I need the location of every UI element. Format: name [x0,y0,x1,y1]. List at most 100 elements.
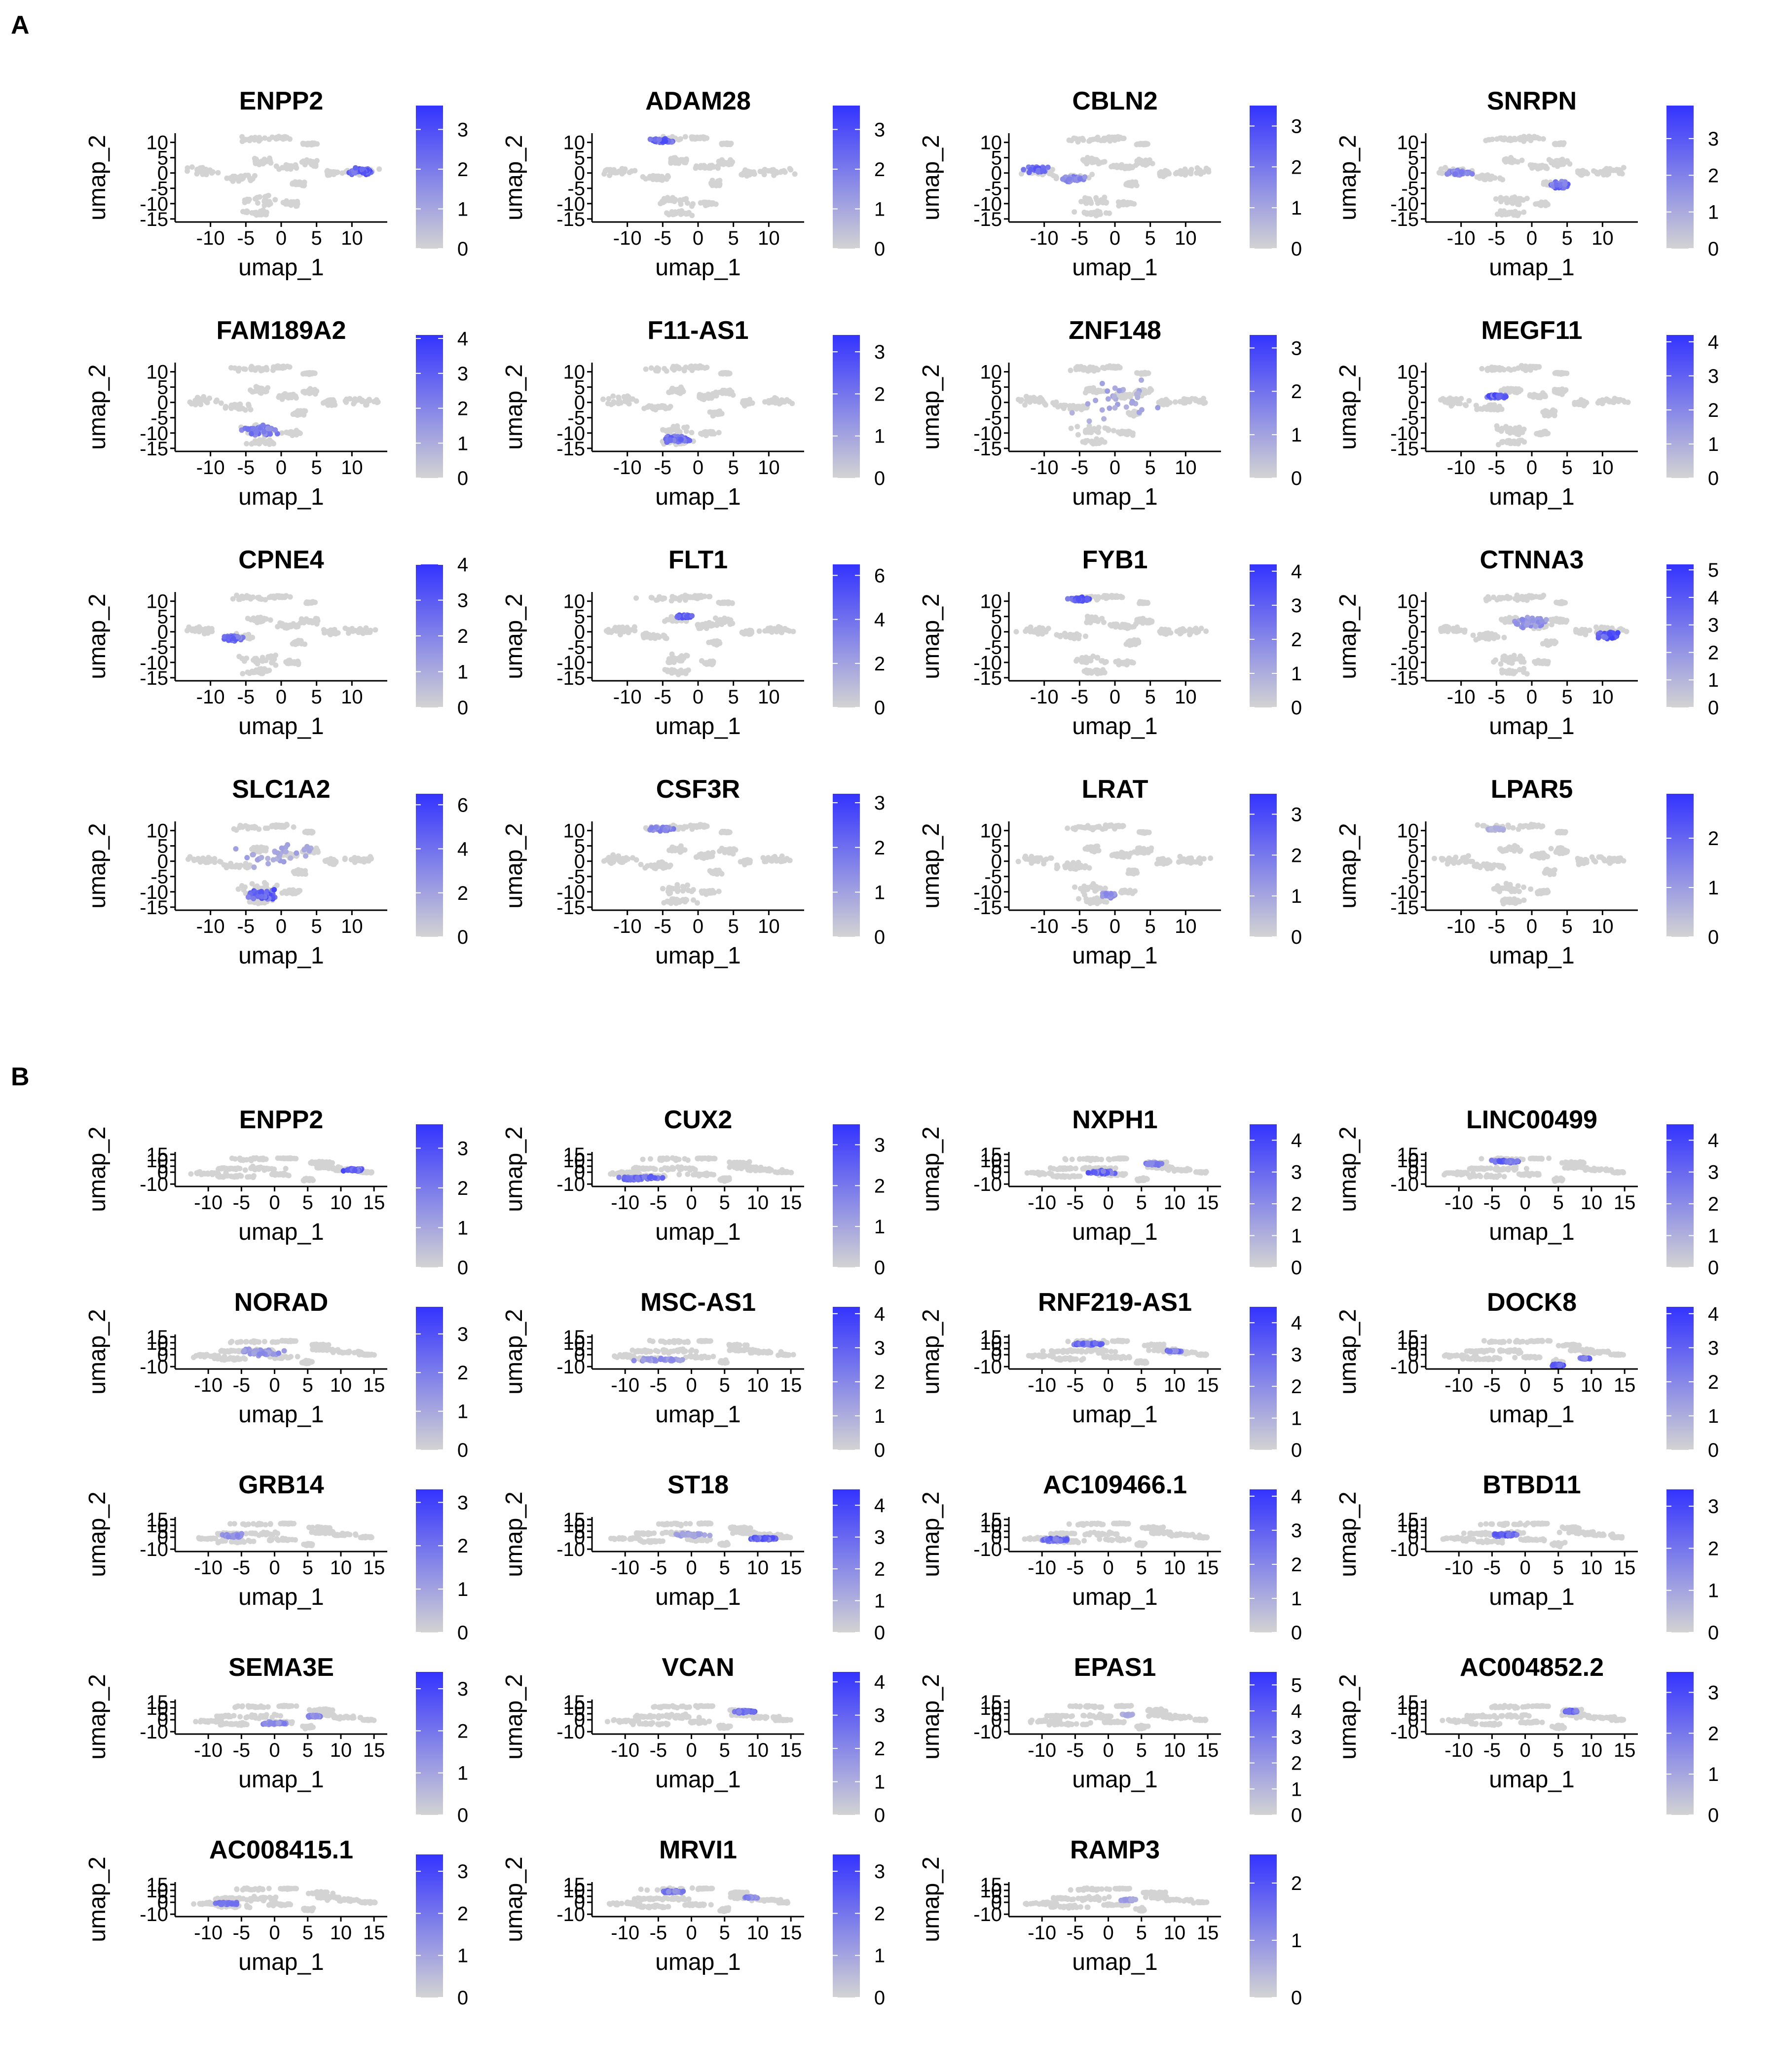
panel-a-ctnna3-colorbar-tick-label: 2 [1708,642,1719,664]
panel-b-vcan-y-tick-label: 5 [574,1703,585,1725]
panel-a-megf11-x-tick-label: 5 [1562,457,1573,479]
panel-a-cpne4-y-tick-label: -10 [140,652,168,674]
panel-b-ac004852-2-colorbar-tick-label: 2 [1708,1723,1719,1744]
panel-a-ctnna3-title: CTNNA3 [1480,546,1584,574]
panel-a-lpar5-title: LPAR5 [1491,775,1573,804]
panel-a-fam189a2-colorbar [416,335,443,478]
panel-b-grb14-title: GRB14 [238,1471,324,1499]
panel-b-msc-as1-colorbar-tick-label: 0 [874,1440,885,1461]
panel-b-ramp3-colorbar-tick-label: 2 [1291,1873,1302,1894]
panel-b-ac008415-1-points [191,1885,378,1914]
panel-a-fyb1-x-tick-label: -10 [1030,686,1059,708]
panel-b-btbd11-colorbar-tick-label: 2 [1708,1538,1719,1559]
panel-a-fam189a2-y-tick-label: 0 [157,392,168,414]
panel-b-dock8-x-tick-label: 5 [1553,1374,1564,1396]
panel-a-f11-as1-y-tick-label: -5 [567,407,585,429]
panel-b-mrvi1-y-label: umap_2 [501,1856,527,1942]
panel-a-flt1-colorbar-tick-label: 4 [874,609,885,631]
panel-a-f11-as1-y-label: umap_2 [501,364,527,449]
panel-b-sema3e-colorbar-tick-label: 1 [457,1763,468,1784]
panel-a-csf3r-x-tick-label: 10 [758,916,780,937]
panel-b-linc00499-y-tick-label: 15 [1397,1144,1419,1166]
panel-a-fyb1-y-tick-label: -5 [984,637,1002,659]
panel-a-znf148-y-tick-label: 5 [991,377,1002,399]
panel-b-epas1-x-tick-label: 5 [1136,1739,1147,1761]
panel-b-st18-x-tick-label: 15 [780,1557,802,1579]
panel-b-mrvi1-y-tick-label: 5 [574,1886,585,1908]
panel-b-nxph1-y-tick-label: 15 [980,1144,1002,1166]
panel-a-adam28-plot: ADAM28-10 -5 0 5 101050-5-10-15umap_1umap_20… [501,87,885,281]
panel-a-adam28-title: ADAM28 [645,87,751,115]
panel-a-slc1a2-x-tick-label: -5 [237,916,255,937]
panel-a-fyb1-colorbar-tick-label: 2 [1291,629,1302,651]
panel-b-grb14-colorbar-tick-label: 2 [457,1535,468,1557]
panel-b-mrvi1-x-label: umap_1 [655,1949,740,1975]
panel-b-ramp3-y-tick-label: 15 [980,1874,1002,1896]
panel-a-snrpn-y-tick-label: 10 [1397,132,1419,154]
panel-a-adam28-colorbar-tick-label: 0 [874,238,885,260]
panel-a-f11-as1-colorbar-tick-label: 3 [874,341,885,363]
panel-b-linc00499-x-tick-label: 5 [1553,1192,1564,1214]
panel-b-cux2-x-tick-label: 15 [780,1192,802,1214]
panel-b-sema3e-x-tick-label: 0 [269,1739,280,1761]
panel-b-dock8-y-tick-label: 10 [1397,1332,1419,1354]
panel-b-norad-x-tick-label: 10 [330,1374,352,1396]
panel-b-ramp3-y-label: umap_2 [918,1856,944,1942]
panel-a-lpar5-y-tick-label: 5 [1408,836,1419,857]
panel-b-nxph1-plot: NXPH1-10 -5 0 5 10 15151050-10umap_1umap_2012… [918,1106,1302,1279]
panel-b-enpp2-colorbar-tick-label: 0 [457,1257,468,1279]
panel-a-lrat-y-tick-label: -5 [984,866,1002,888]
panel-a-csf3r-y-label: umap_2 [501,823,527,908]
panel-b-norad-points [191,1337,377,1367]
panel-b-msc-as1-x-tick-label: -5 [650,1374,667,1396]
panel-b-grb14-y-tick-label: -10 [140,1539,168,1560]
panel-b-cux2-y-tick-label: 5 [574,1156,585,1178]
panel-b-st18-colorbar [833,1489,860,1632]
panel-a-fam189a2-colorbar-tick-label: 0 [457,468,468,489]
panel-b-epas1-colorbar [1250,1672,1277,1815]
panel-b-mrvi1-title: MRVI1 [659,1836,737,1864]
panel-a-znf148-colorbar [1250,335,1277,478]
panel-b-epas1-colorbar-tick-label: 2 [1291,1753,1302,1775]
panel-b-btbd11-y-tick-label: 5 [1408,1521,1419,1543]
panel-b-ac008415-1-colorbar [416,1854,443,1998]
panel-a-znf148-y-tick-label: -15 [973,438,1002,460]
panel-a-cpne4-x-tick-label: 5 [311,686,322,708]
panel-a-ctnna3-colorbar-tick-label: 0 [1708,697,1719,719]
panel-b-ac004852-2-x-label: umap_1 [1489,1767,1574,1793]
panel-a-f11-as1-title: F11-AS1 [647,316,748,345]
panel-a-fam189a2-plot: FAM189A2-10 -5 0 5 101050-5-10-15umap_1umap_… [84,316,468,510]
panel-b-enpp2-y-tick-label: 15 [147,1144,169,1166]
panel-b-btbd11-colorbar [1666,1489,1694,1632]
panel-a-cbln2-y-label: umap_2 [918,135,944,220]
panel-b-norad-x-label: umap_1 [238,1402,324,1428]
panel-b-grb14-colorbar-tick-label: 3 [457,1492,468,1514]
panel-b-linc00499-x-tick-label: -10 [1444,1192,1473,1214]
panel-a-snrpn-x-tick-label: 10 [1591,227,1614,249]
panel-b-ac004852-2-colorbar-tick-label: 1 [1708,1764,1719,1785]
panel-b-dock8-x-label: umap_1 [1489,1402,1574,1428]
panel-a-slc1a2-y-tick-label: -10 [140,882,168,903]
panel-b-mrvi1-colorbar-tick-label: 0 [874,1987,885,2009]
panel-a-megf11-x-label: umap_1 [1489,484,1574,510]
panel-a-fam189a2-y-tick-label: -15 [140,438,168,460]
panel-b-btbd11-y-tick-label: 0 [1408,1527,1419,1549]
panel-a-flt1-colorbar-tick-label: 0 [874,697,885,719]
panel-a-snrpn-y-tick-label: -10 [1390,193,1419,215]
panel-b-ramp3-colorbar-tick-label: 1 [1291,1930,1302,1952]
panel-b-mrvi1-colorbar-tick-label: 1 [874,1945,885,1967]
panel-a-fyb1-y-label: umap_2 [918,593,944,679]
panel-a-enpp2-x-tick-label: -10 [196,227,225,249]
panel-a-ctnna3-x-tick-label: 10 [1591,686,1614,708]
panel-b-msc-as1-y-tick-label: 15 [563,1327,586,1348]
panel-b-dock8-y-tick-label: 5 [1408,1338,1419,1360]
panel-b-dock8-colorbar-tick-label: 3 [1708,1337,1719,1359]
panel-a-flt1-points [603,592,796,677]
panel-a-slc1a2-colorbar-tick-label: 4 [457,839,468,860]
panel-b-cux2-y-tick-label: 0 [574,1162,585,1184]
panel-b-ac109466-1-title: AC109466.1 [1043,1471,1187,1499]
panel-b-msc-as1-x-label: umap_1 [655,1402,740,1428]
panel-b-st18-y-tick-label: 5 [574,1521,585,1543]
panel-a-ctnna3-y-tick-label: -15 [1390,667,1419,689]
